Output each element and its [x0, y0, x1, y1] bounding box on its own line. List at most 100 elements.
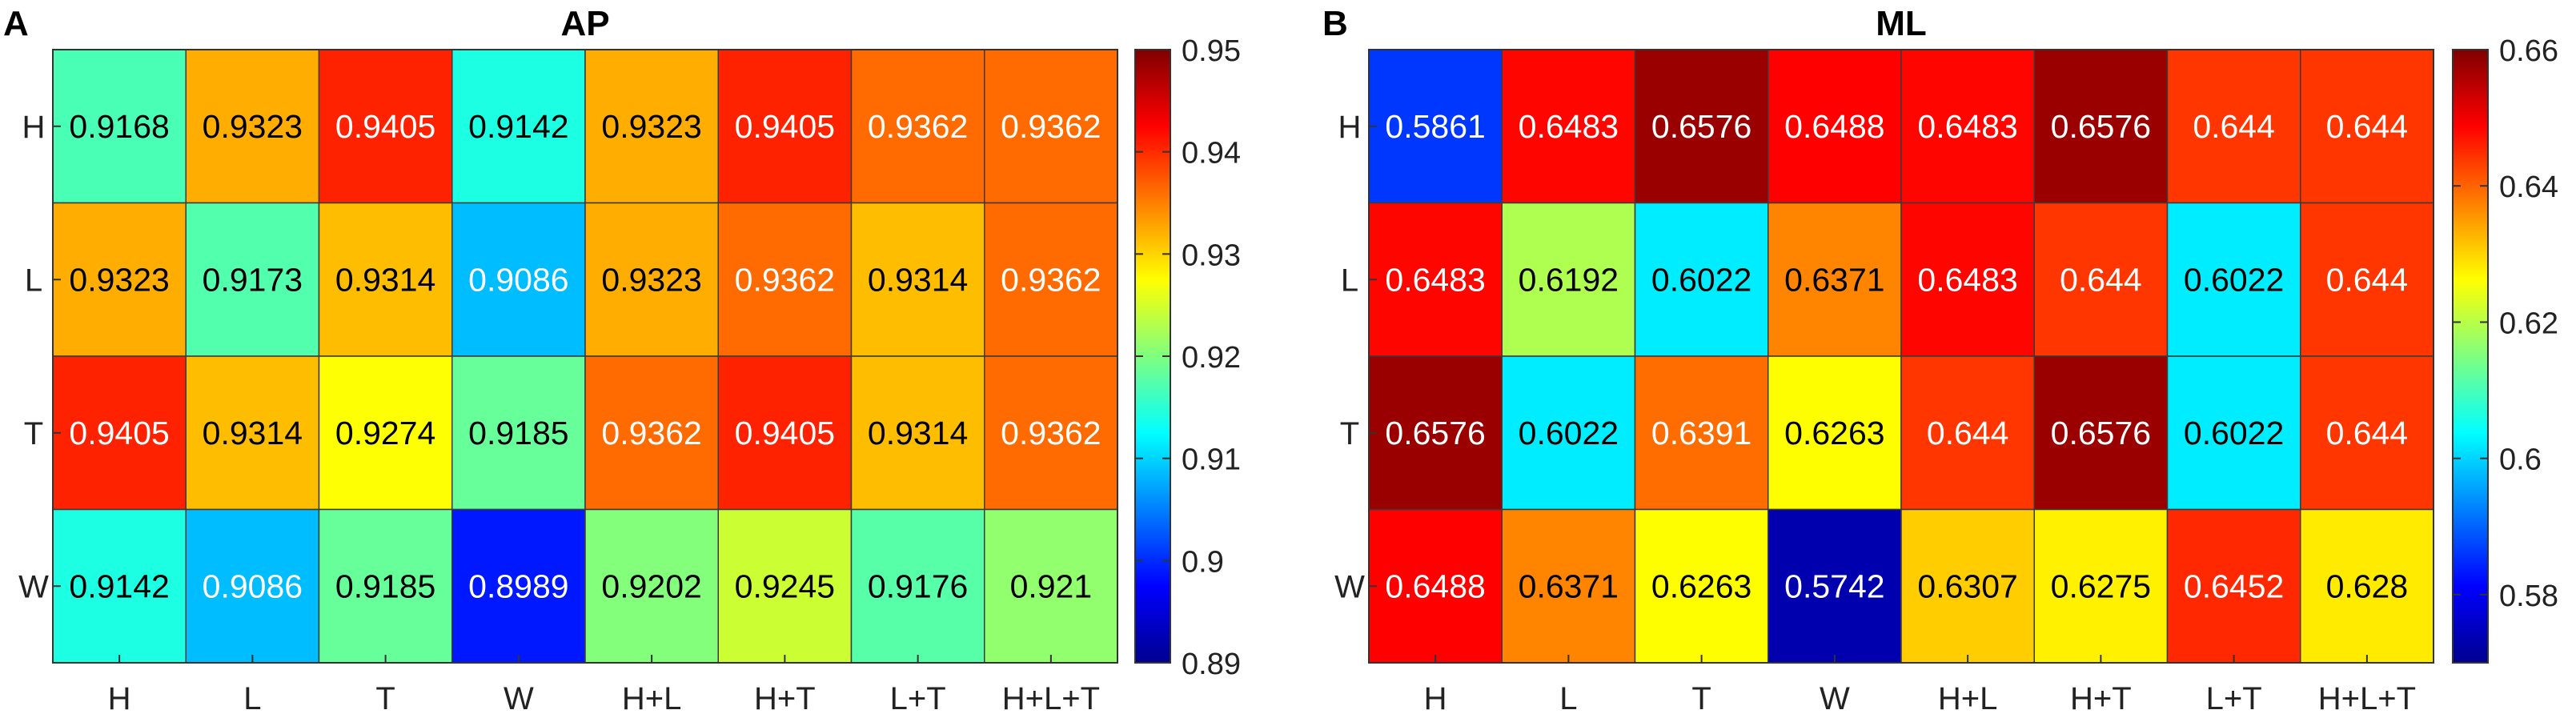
cell-value-label: 0.9314: [335, 261, 435, 298]
cell-value-label: 0.9185: [468, 415, 568, 451]
heatmap-cell: [1634, 202, 1769, 357]
x-tick-label: T: [1691, 681, 1711, 716]
cell-value-label: 0.9323: [69, 261, 169, 298]
cell-value-label: 0.6576: [2051, 108, 2151, 145]
panel-a-cells: 0.9168 0.9323 0.9405 0.9142 0.9323 0.9405 0.93…: [52, 49, 1118, 664]
cell-value-label: 0.6483: [1385, 261, 1485, 298]
x-tick-label: H+L: [1938, 681, 1998, 716]
cell-value-label: 0.644: [2193, 108, 2275, 145]
x-tick-label: H: [108, 681, 131, 716]
heatmap-cell: [2300, 202, 2434, 357]
heatmap-cell: [2166, 355, 2301, 511]
panel-b-letter: B: [1322, 4, 1348, 43]
colorbar-tick-label: 0.64: [2499, 170, 2558, 204]
heatmap-cell: [1368, 355, 1503, 511]
panel-b-colorbar: 0.58 0.6 0.62 0.64 0.66: [2452, 34, 2558, 664]
colorbar-tick-label: 0.89: [1182, 648, 1241, 681]
cell-value-label: 0.9176: [868, 568, 968, 604]
heatmap-cell: [451, 355, 586, 511]
heatmap-cell: [584, 508, 719, 664]
x-tick-label: L+T: [890, 681, 946, 716]
cell-value-label: 0.6263: [1784, 415, 1884, 451]
y-tick-label: W: [1334, 569, 1365, 604]
x-tick-label: H+T: [2070, 681, 2132, 716]
cell-value-label: 0.9168: [69, 108, 169, 145]
cell-value-label: 0.9362: [1001, 108, 1101, 145]
x-tick-label: H: [1424, 681, 1447, 716]
panel-b-title: ML: [1876, 4, 1927, 43]
y-tick-label: L: [1341, 263, 1358, 298]
cell-value-label: 0.6275: [2051, 568, 2151, 604]
heatmap-cell: [717, 49, 853, 204]
cell-value-label: 0.644: [2326, 108, 2409, 145]
heatmap-cell: [1501, 202, 1636, 357]
cell-value-label: 0.9405: [69, 415, 169, 451]
heatmap-cell: [185, 49, 320, 204]
heatmap-cell: [318, 508, 453, 664]
cell-value-label: 0.644: [2326, 261, 2409, 298]
panel-b-colorbar-gradient: [2452, 49, 2489, 664]
heatmap-cell: [984, 49, 1118, 204]
cell-value-label: 0.9323: [601, 261, 701, 298]
panel-b-x-tick-labels: H L T W H+L H+T L+T H+L+T: [1424, 655, 2416, 716]
cell-value-label: 0.9274: [335, 415, 435, 451]
x-tick-label: H+L: [622, 681, 682, 716]
cell-value-label: 0.628: [2326, 568, 2409, 604]
heatmap-cell: [2300, 49, 2434, 204]
cell-value-label: 0.8989: [468, 568, 568, 604]
x-tick-label: L: [243, 681, 261, 716]
cell-value-label: 0.6022: [1651, 261, 1751, 298]
heatmap-cell: [1900, 508, 2035, 664]
cell-value-label: 0.9314: [203, 415, 303, 451]
cell-value-label: 0.6391: [1651, 415, 1751, 451]
cell-value-label: 0.9173: [203, 261, 303, 298]
cell-value-label: 0.9362: [601, 415, 701, 451]
heatmap-cell: [584, 202, 719, 357]
colorbar-tick-label: 0.9: [1182, 545, 1224, 579]
cell-value-label: 0.9142: [468, 108, 568, 145]
x-tick-label: W: [1820, 681, 1850, 716]
cell-value-label: 0.6263: [1651, 568, 1751, 604]
cell-value-label: 0.6576: [1385, 415, 1485, 451]
cell-value-label: 0.6483: [1917, 261, 2017, 298]
heatmap-cell: [2300, 508, 2434, 664]
heatmap-cell: [850, 508, 985, 664]
cell-value-label: 0.9202: [601, 568, 701, 604]
heatmap-cell: [2300, 355, 2434, 511]
cell-value-label: 0.6488: [1385, 568, 1485, 604]
cell-value-label: 0.9314: [868, 261, 968, 298]
cell-value-label: 0.6307: [1917, 568, 2017, 604]
y-tick-label: T: [24, 416, 43, 451]
panel-a-title: AP: [560, 4, 609, 43]
cell-value-label: 0.6371: [1519, 568, 1619, 604]
x-tick-label: H+L+T: [1002, 681, 1100, 716]
cell-value-label: 0.9405: [735, 415, 835, 451]
cell-value-label: 0.5861: [1385, 108, 1485, 145]
heatmap-cell: [2166, 202, 2301, 357]
cell-value-label: 0.5742: [1784, 568, 1884, 604]
colorbar-tick-label: 0.93: [1182, 239, 1241, 272]
panel-a-colorbar: 0.89 0.9 0.91 0.92 0.93 0.94 0.95: [1134, 34, 1241, 681]
cell-value-label: 0.6192: [1519, 261, 1619, 298]
heatmap-cell: [984, 202, 1118, 357]
panel-a-y-tick-labels: H L T W: [18, 110, 61, 604]
panel-b-axes-frame: [1368, 49, 2434, 664]
y-tick-label: H: [22, 110, 46, 145]
x-tick-label: W: [504, 681, 534, 716]
cell-value-label: 0.6483: [1917, 108, 2017, 145]
cell-value-label: 0.644: [2326, 415, 2409, 451]
cell-value-label: 0.9362: [868, 108, 968, 145]
cell-value-label: 0.6488: [1784, 108, 1884, 145]
heatmap-cell: [850, 355, 985, 511]
heatmap-cell: [1900, 355, 2035, 511]
heatmap-cell: [717, 355, 853, 511]
panel-a-colorbar-ticks: 0.89 0.9 0.91 0.92 0.93 0.94 0.95: [1135, 34, 1241, 681]
y-tick-label: L: [25, 263, 42, 298]
heatmap-cell: [52, 49, 187, 204]
panel-b-y-tick-labels: H L T W: [1334, 110, 1377, 604]
cell-value-label: 0.9362: [735, 261, 835, 298]
panel-b-cells: 0.5861 0.6483 0.6576 0.6488 0.6483 0.6576 0.64…: [1368, 49, 2434, 664]
heatmap-cell: [451, 49, 586, 204]
y-tick-label: T: [1340, 416, 1359, 451]
heatmap-cell: [2166, 49, 2301, 204]
